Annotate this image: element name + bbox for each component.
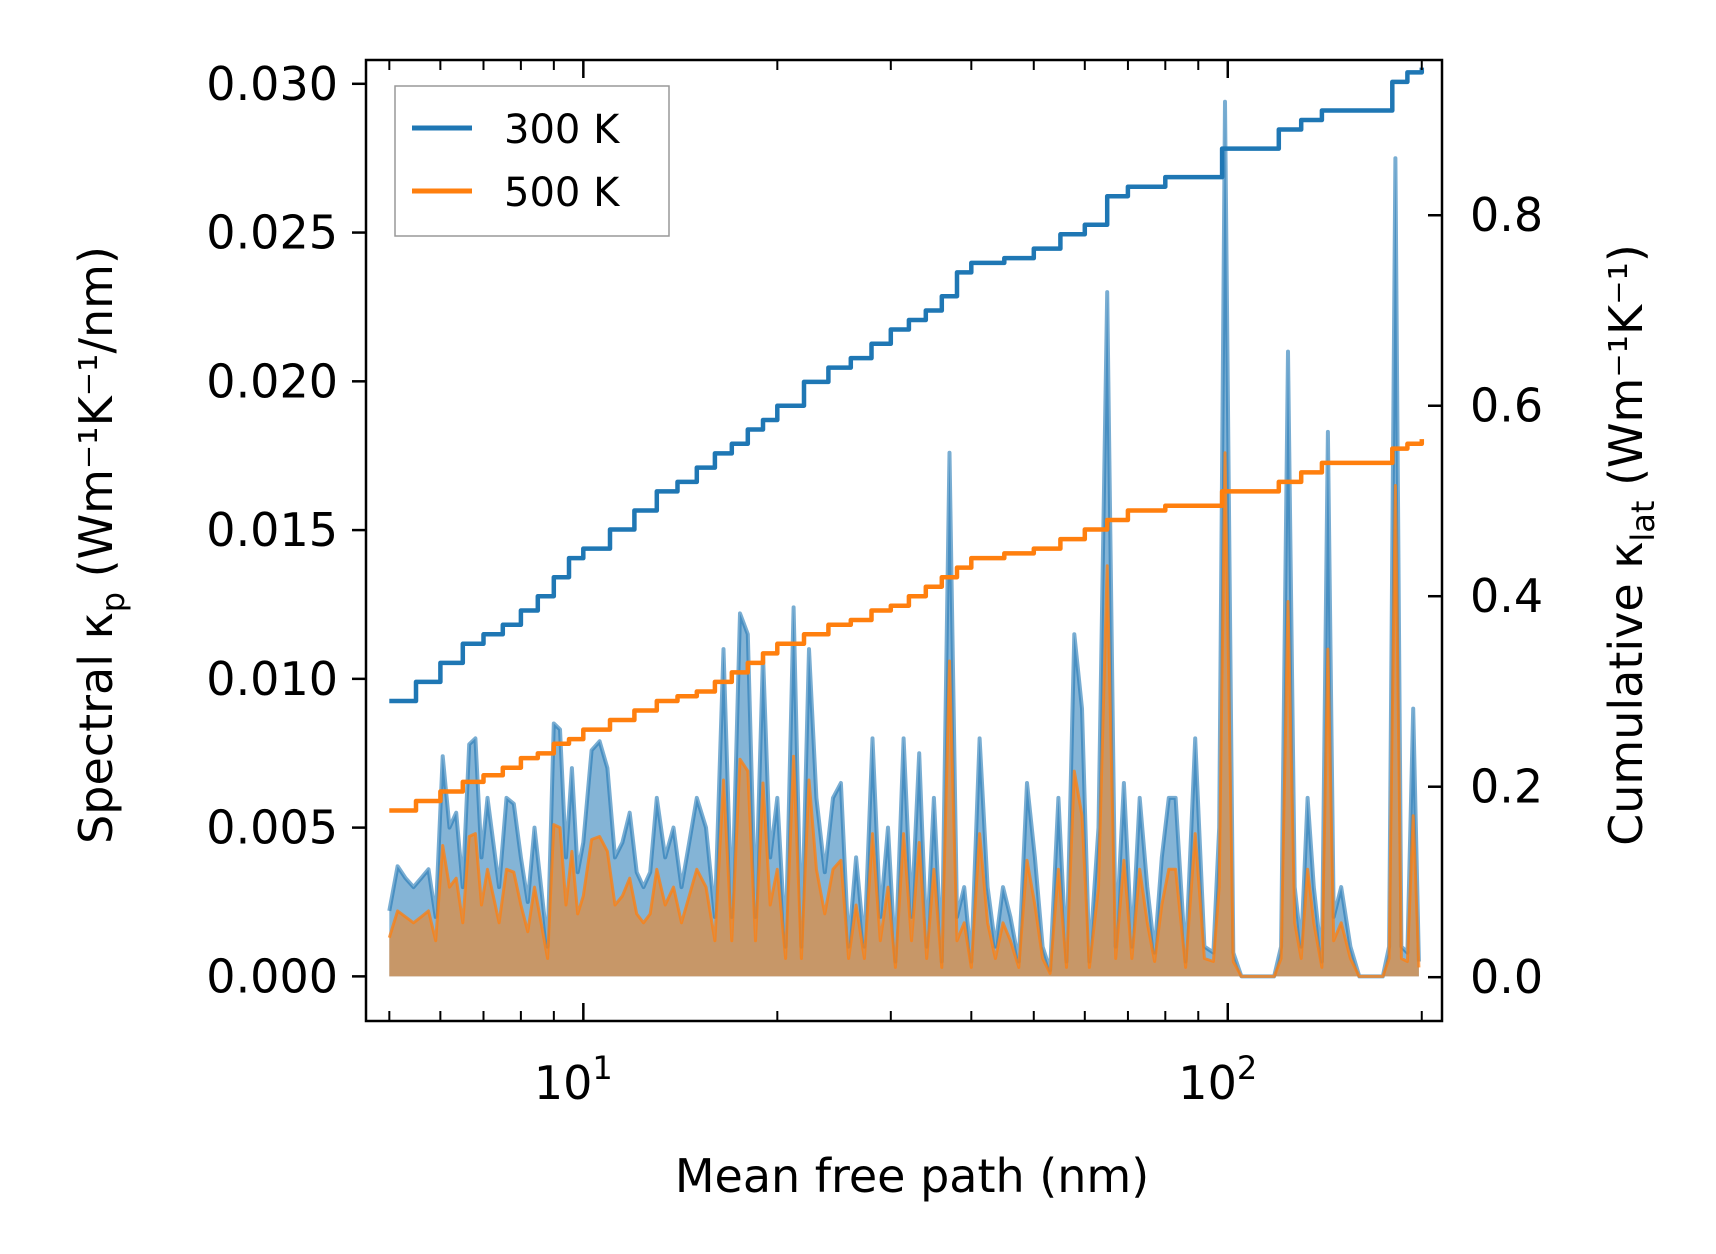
y-left-tick-label: 0.025 <box>206 206 338 260</box>
y-axis-left-title-sub: p <box>94 592 132 612</box>
legend-frame <box>394 85 670 237</box>
x-tick-label-exp: 1 <box>592 1049 612 1087</box>
legend-label-300k: 300 K <box>504 107 621 153</box>
y-axis-left-title-unit: (Wm⁻¹K⁻¹/nm) <box>69 246 123 592</box>
y-right-tick-label: 0.8 <box>1470 188 1543 242</box>
y-axis-right-title-sub: lat <box>1624 501 1662 542</box>
x-tick-label: 101 <box>534 1049 613 1110</box>
x-tick-label-exp: 2 <box>1237 1049 1257 1087</box>
legend-label-500k: 500 K <box>504 170 621 216</box>
legend: 300 K 500 K <box>394 85 670 237</box>
spectral-500k-fill <box>389 452 1419 977</box>
cumulative-500k-line <box>389 439 1425 813</box>
y-right-tick-label: 0.2 <box>1470 760 1543 814</box>
y-axis-right-title: Cumulative κlat (Wm⁻¹K⁻¹) <box>1599 244 1662 846</box>
x-axis-title: Mean free path (nm) <box>675 1149 1149 1203</box>
y-axis-left-title: Spectral κp (Wm⁻¹K⁻¹/nm) <box>69 246 132 844</box>
x-tick-label-base: 10 <box>1178 1056 1237 1110</box>
plot-area <box>387 67 1425 979</box>
y-left-tick-label: 0.000 <box>206 949 338 1003</box>
spectral-500k-line <box>387 451 1421 978</box>
y-left-tick-label: 0.010 <box>206 652 338 706</box>
y-axis-right-title-unit: (Wm⁻¹K⁻¹) <box>1599 244 1653 500</box>
y-right-tick-label: 0.4 <box>1470 569 1543 623</box>
cumulative-300k-line <box>389 67 1425 704</box>
y-axis-right-title-main: Cumulative κ <box>1599 542 1653 846</box>
plot-frame <box>364 58 1444 1023</box>
y-left-tick-label: 0.005 <box>206 801 338 855</box>
y-left-tick-label: 0.015 <box>206 503 338 557</box>
x-tick-label: 102 <box>1178 1049 1257 1110</box>
axes <box>352 58 1444 1023</box>
x-tick-label-base: 10 <box>534 1056 593 1110</box>
axis-labels: 101 1020.0000.0050.0100.0150.0200.0250.03… <box>206 57 1543 1110</box>
y-left-tick-label: 0.020 <box>206 354 338 408</box>
y-right-tick-label: 0.6 <box>1470 379 1543 433</box>
y-axis-left-title-main: Spectral κ <box>69 612 123 844</box>
y-right-tick-label: 0.0 <box>1470 950 1543 1004</box>
y-left-tick-label: 0.030 <box>206 57 338 111</box>
